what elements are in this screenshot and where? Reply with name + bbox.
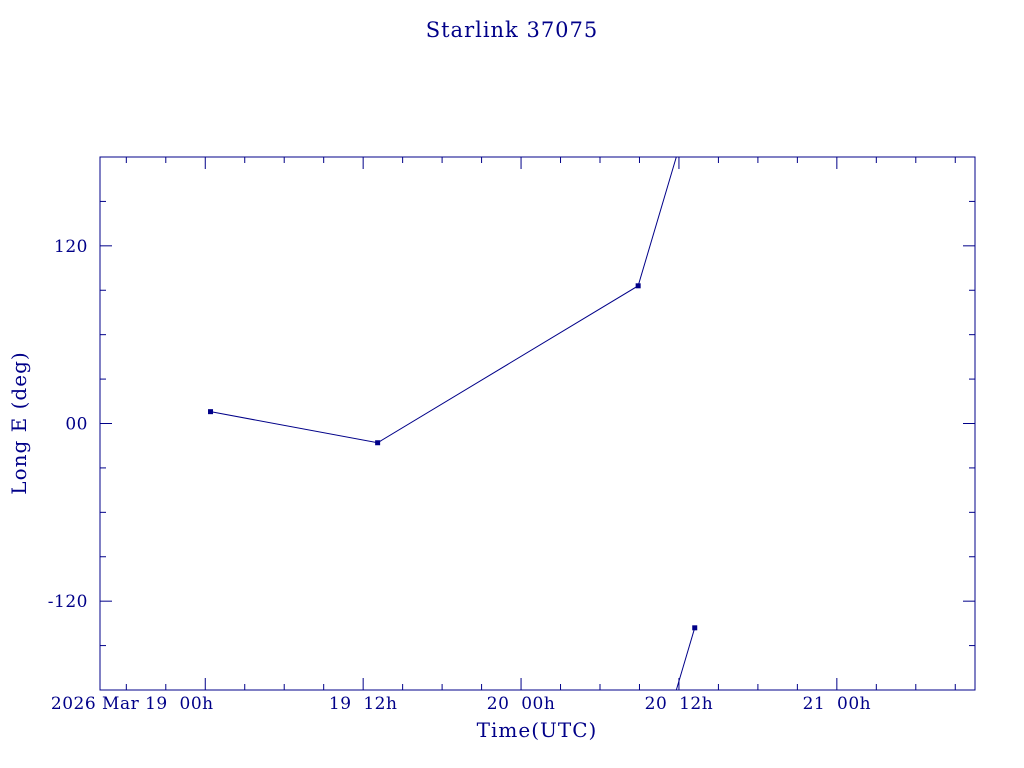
data-point-marker: [692, 625, 698, 631]
y-axis-label: Long E (deg): [7, 351, 31, 495]
y-tick-label: -120: [48, 592, 88, 612]
data-point-marker: [375, 440, 381, 446]
chart-title: Starlink 37075: [425, 18, 599, 42]
y-tick-label: 00: [65, 415, 88, 435]
data-point-marker: [208, 409, 214, 415]
data-point-marker: [635, 283, 641, 289]
x-tick-label: 2026 Mar 19 00h: [51, 694, 214, 714]
y-tick-label: 120: [54, 237, 88, 257]
x-tick-label: 20 00h: [487, 694, 556, 714]
longitude-track-line: [675, 627, 696, 691]
x-axis-label: Time(UTC): [476, 718, 598, 742]
longitude-track-line: [210, 156, 677, 444]
x-tick-label: 21 00h: [803, 694, 872, 714]
x-tick-label: 19 12h: [329, 694, 398, 714]
x-tick-label: 20 12h: [645, 694, 714, 714]
plot-frame: [99, 156, 976, 691]
